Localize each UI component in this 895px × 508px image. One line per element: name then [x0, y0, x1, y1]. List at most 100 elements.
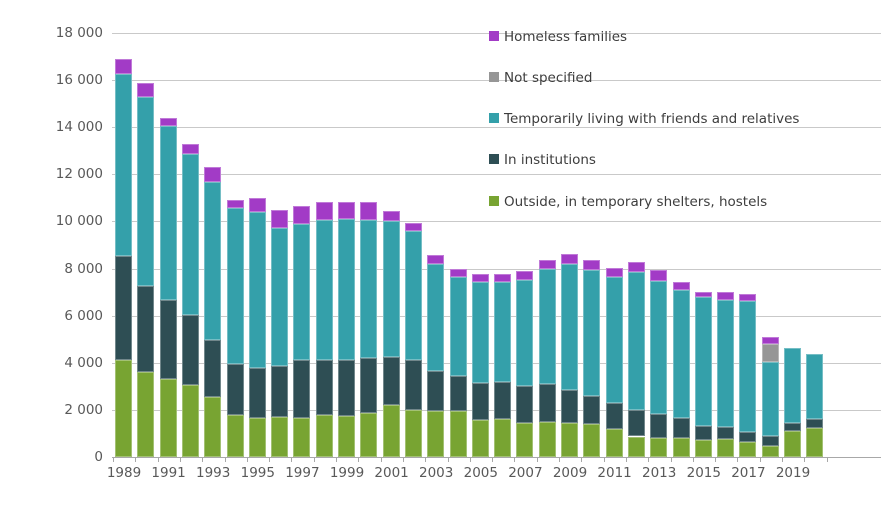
bar-segment-2003 [427, 263, 445, 371]
x-axis-tick [336, 458, 337, 462]
gridline [112, 221, 881, 223]
bar-segment-2015 [694, 291, 712, 298]
bar-segment-2011 [605, 267, 623, 278]
legend-label: Outside, in temporary shelters, hostels [504, 194, 768, 210]
bar-segment-2000 [360, 358, 378, 413]
legend-item-homeless-families: Homeless families [489, 28, 627, 46]
bar-segment-2008 [538, 421, 556, 457]
x-axis-tick [202, 458, 204, 462]
x-axis-tick [447, 458, 449, 462]
bar-segment-2020 [806, 354, 824, 420]
x-axis-tick [782, 458, 783, 462]
x-axis-tick [536, 458, 538, 462]
bar-segment-2013 [650, 270, 668, 281]
bar-segment-2009 [561, 423, 578, 457]
gridline [112, 174, 881, 176]
bar-segment-2012 [627, 261, 645, 273]
bar-segment-2004 [449, 410, 467, 457]
bar-segment-2015 [694, 297, 712, 426]
legend-swatch-outside-shelters [489, 196, 499, 206]
x-axis-tick [670, 458, 672, 462]
bar-segment-2018 [761, 445, 779, 457]
x-axis-tick [737, 458, 739, 462]
bar-segment-2003 [427, 411, 445, 457]
bar-segment-2016 [717, 291, 735, 300]
bar-segment-1995 [248, 417, 266, 457]
bar-segment-2007 [516, 423, 534, 457]
bar-segment-2002 [404, 222, 422, 232]
legend-swatch-not-specified [489, 72, 499, 82]
bar-segment-1999 [338, 416, 355, 457]
bar-segment-2001 [382, 221, 400, 358]
bar-segment-2013 [650, 413, 668, 439]
bar-segment-2012 [627, 436, 645, 457]
x-axis-label: 2017 [731, 465, 766, 481]
bar-segment-2017 [739, 431, 757, 442]
x-axis-tick [358, 458, 360, 462]
bar-segment-2009 [561, 263, 578, 390]
x-axis-tick [759, 458, 761, 462]
legend-swatch-friends-relatives [489, 113, 499, 123]
x-axis-tick [269, 458, 271, 462]
bar-segment-2009 [561, 389, 578, 424]
legend-item-not-specified: Not specified [489, 69, 592, 87]
bar-segment-2000 [360, 412, 378, 457]
bar-segment-2004 [449, 376, 467, 411]
x-axis-tick [692, 458, 694, 462]
bar-segment-2017 [739, 441, 757, 457]
legend-item-friends-relatives: Temporarily living with friends and rela… [489, 110, 799, 128]
bar-segment-1991 [159, 126, 177, 301]
legend-label: Not specified [504, 70, 593, 86]
x-axis-tick [113, 458, 114, 462]
bar-segment-2017 [739, 293, 757, 302]
x-axis-tick [804, 458, 806, 462]
bar-segment-1994 [226, 415, 244, 457]
bar-segment-1994 [226, 208, 244, 365]
bar-segment-2002 [404, 231, 422, 361]
bar-segment-2013 [650, 438, 668, 457]
bar-segment-1997 [293, 206, 311, 225]
x-axis-tick [380, 458, 382, 462]
x-axis-tick [135, 458, 137, 462]
x-axis-tick [625, 458, 627, 462]
bar-segment-2007 [516, 270, 534, 280]
x-axis-tick [715, 458, 717, 462]
x-axis-label: 1991 [151, 465, 186, 481]
y-axis: 0 2 000 4 000 6 000 8 000 10 000 12 000 14 000 1… [0, 25, 103, 465]
x-axis-label: 1989 [106, 465, 142, 481]
bar-segment-2006 [494, 418, 512, 457]
x-axis-label: 2019 [775, 465, 811, 481]
x-axis-tick [469, 458, 471, 462]
x-axis-tick [492, 458, 494, 462]
bar-segment-2019 [784, 422, 801, 431]
gridline [112, 127, 881, 129]
x-axis-tick [224, 458, 226, 462]
bar-segment-2006 [494, 273, 512, 282]
bar-segment-2005 [471, 419, 489, 457]
x-axis-tick [581, 458, 583, 462]
bar-segment-2008 [538, 384, 556, 422]
bar-segment-2016 [717, 439, 735, 457]
bar-segment-1993 [204, 340, 222, 398]
legend-label: Homeless families [504, 29, 628, 45]
y-axis-label: 0 [94, 449, 103, 465]
bar-segment-2018 [761, 337, 779, 344]
bar-segment-2001 [382, 405, 400, 457]
x-axis-label: 2007 [508, 465, 543, 481]
bar-segment-2010 [583, 269, 601, 396]
y-axis-label: 6 000 [64, 307, 103, 324]
bar-segment-1989 [115, 360, 132, 457]
bar-segment-2018 [761, 361, 779, 437]
bar-segment-2004 [449, 277, 467, 377]
y-axis-label: 14 000 [55, 119, 103, 136]
bar-segment-2013 [650, 280, 668, 414]
bar-segment-2015 [694, 440, 712, 457]
bar-segment-2012 [627, 272, 645, 411]
x-axis-tick [826, 458, 828, 462]
bar-segment-2005 [471, 273, 489, 283]
bar-segment-1999 [338, 219, 355, 360]
bar-segment-1992 [181, 315, 199, 386]
bar-segment-1990 [137, 83, 155, 98]
bar-segment-2003 [427, 370, 445, 412]
bar-segment-1992 [181, 143, 199, 155]
